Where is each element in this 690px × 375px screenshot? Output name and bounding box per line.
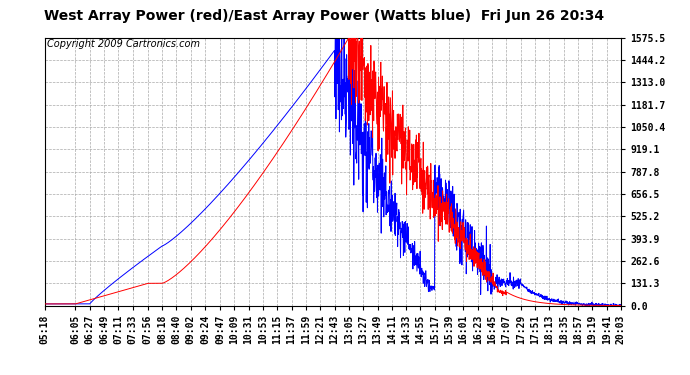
Text: Copyright 2009 Cartronics.com: Copyright 2009 Cartronics.com <box>47 39 200 50</box>
Text: West Array Power (red)/East Array Power (Watts blue)  Fri Jun 26 20:34: West Array Power (red)/East Array Power … <box>44 9 604 23</box>
